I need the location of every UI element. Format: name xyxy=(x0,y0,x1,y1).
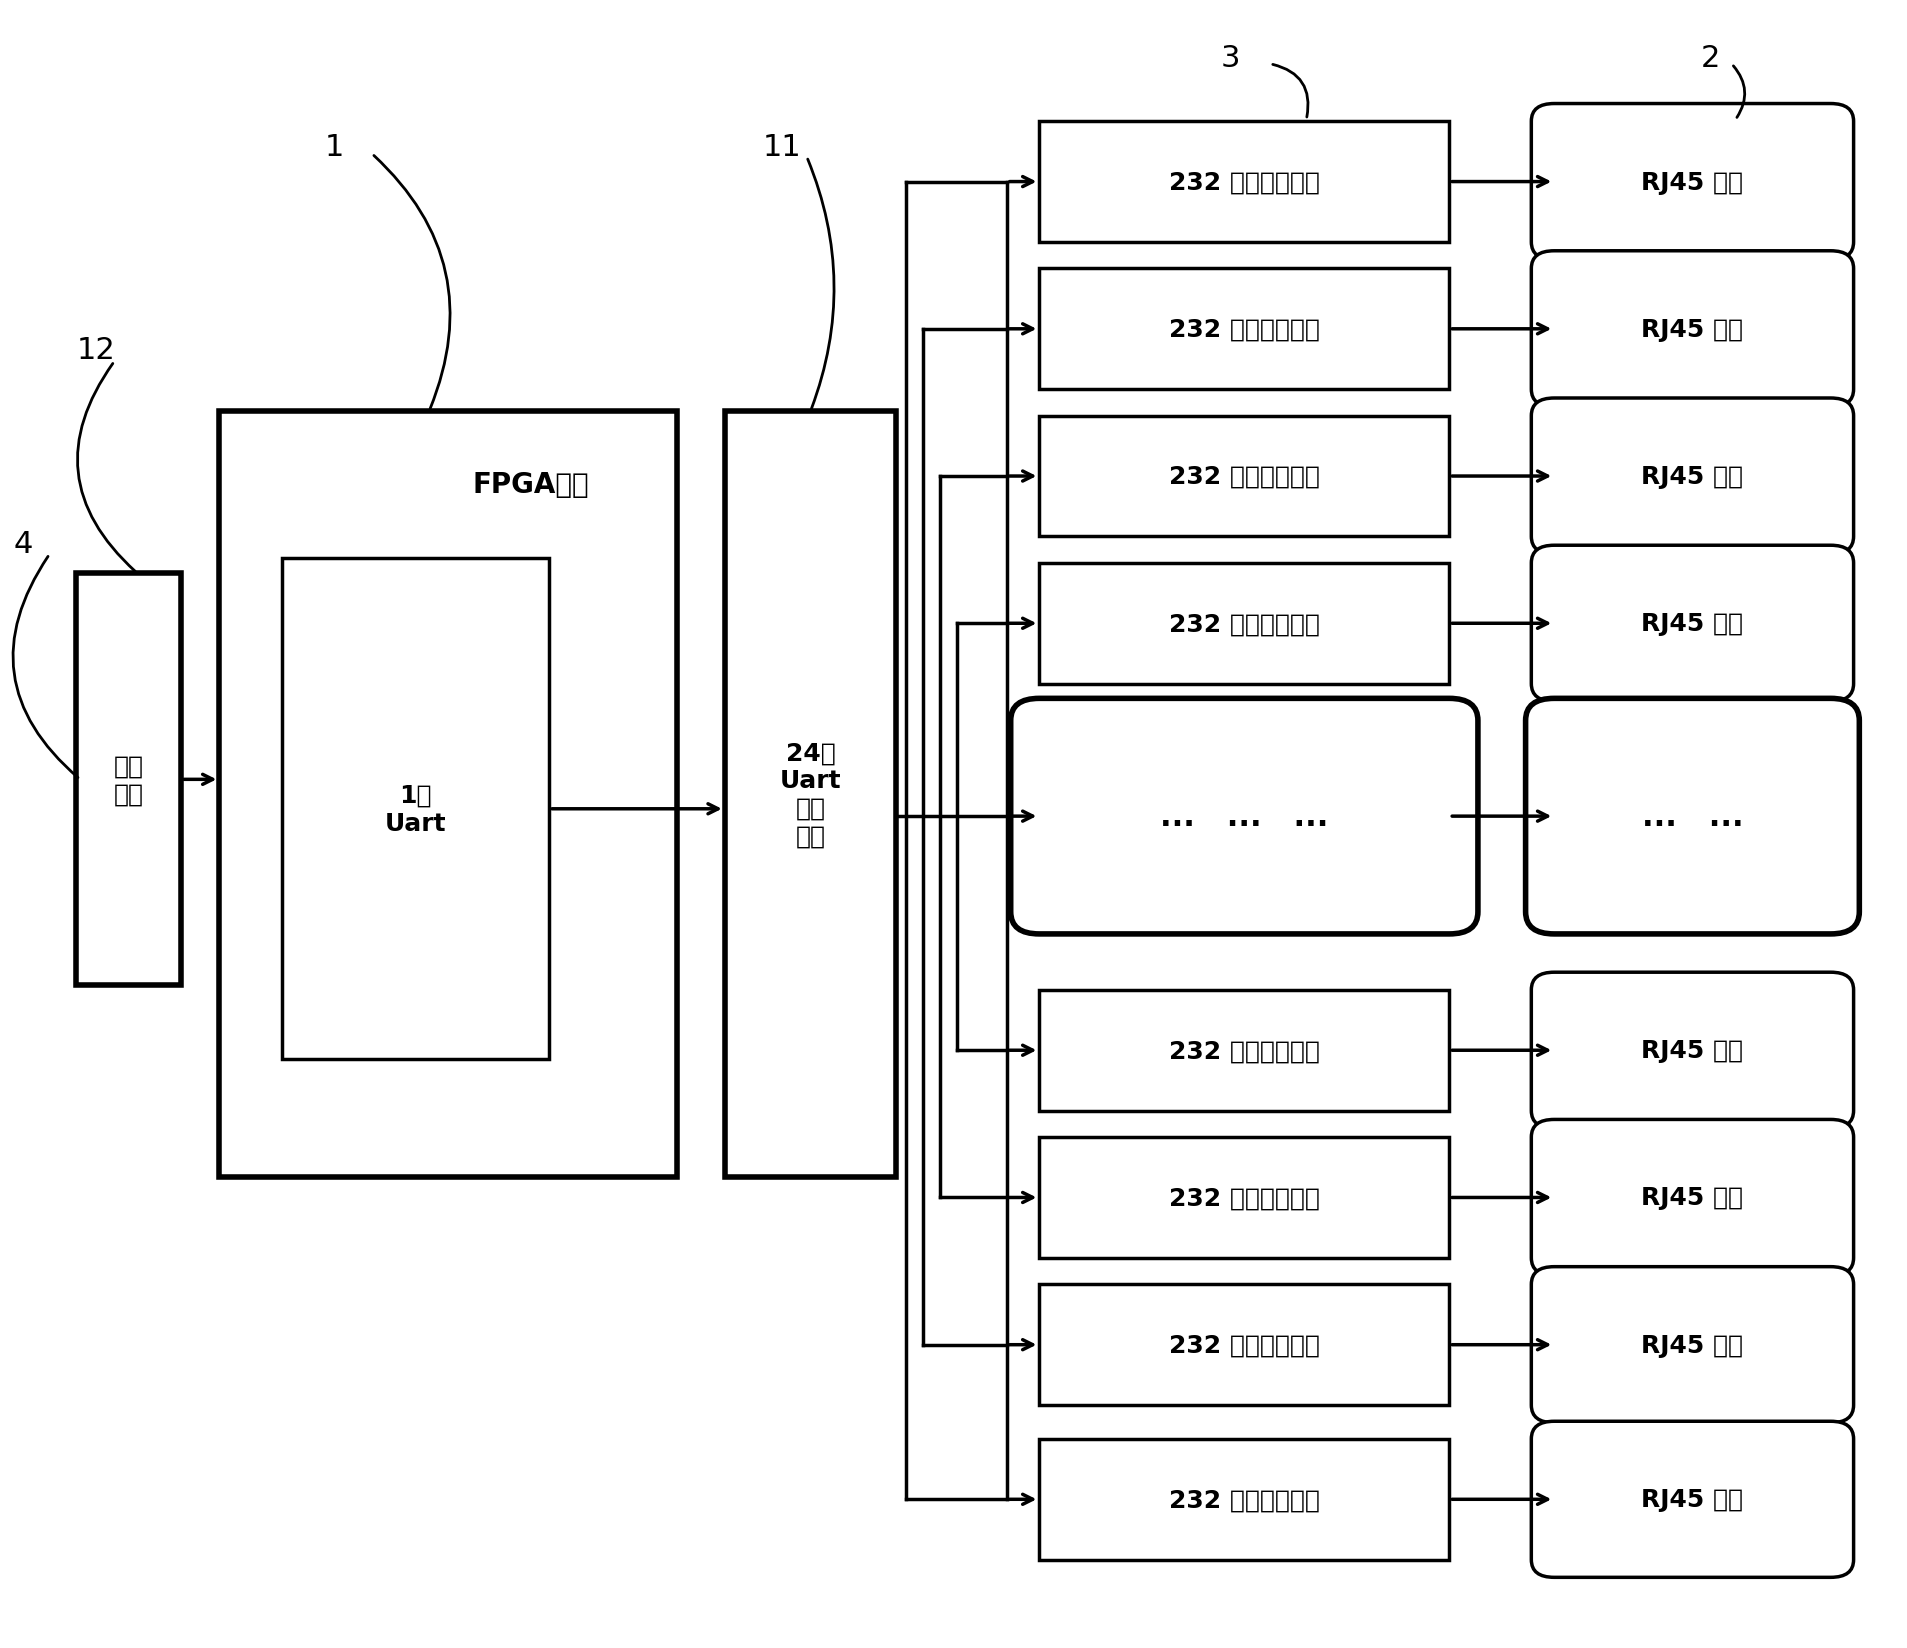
FancyBboxPatch shape xyxy=(1531,1119,1854,1276)
Text: 1: 1 xyxy=(324,132,343,162)
Bar xyxy=(282,559,549,1060)
Text: 232 电平转换电路: 232 电平转换电路 xyxy=(1169,611,1320,636)
Text: 232 电平转换电路: 232 电平转换电路 xyxy=(1169,1333,1320,1356)
Text: RJ45 模块: RJ45 模块 xyxy=(1642,1187,1743,1210)
Text: 3: 3 xyxy=(1220,44,1240,74)
Text: 1路
Uart: 1路 Uart xyxy=(385,783,446,836)
Text: RJ45 模块: RJ45 模块 xyxy=(1642,1333,1743,1356)
Text: RJ45 模块: RJ45 模块 xyxy=(1642,1038,1743,1063)
Text: FPGA芯片: FPGA芯片 xyxy=(473,471,589,499)
FancyBboxPatch shape xyxy=(1531,1267,1854,1422)
Text: 232 电平转换电路: 232 电平转换电路 xyxy=(1169,1488,1320,1511)
Text: 232 电平转换电路: 232 电平转换电路 xyxy=(1169,465,1320,489)
Text: RJ45 模块: RJ45 模块 xyxy=(1642,318,1743,341)
FancyBboxPatch shape xyxy=(1531,545,1854,702)
FancyBboxPatch shape xyxy=(1531,399,1854,555)
Text: RJ45 模块: RJ45 模块 xyxy=(1642,170,1743,194)
Text: 11: 11 xyxy=(763,132,801,162)
Text: ...   ...: ... ... xyxy=(1642,803,1743,831)
Text: 4: 4 xyxy=(13,531,32,559)
Bar xyxy=(1039,564,1449,684)
Bar xyxy=(1039,990,1449,1111)
Text: 12: 12 xyxy=(76,336,114,364)
Text: 2: 2 xyxy=(1701,44,1720,74)
Bar xyxy=(1039,1284,1449,1406)
Text: 232 电平转换电路: 232 电平转换电路 xyxy=(1169,1187,1320,1210)
FancyBboxPatch shape xyxy=(1531,252,1854,407)
Text: 232 电平转换电路: 232 电平转换电路 xyxy=(1169,318,1320,341)
Text: RJ45 模块: RJ45 模块 xyxy=(1642,465,1743,489)
Text: ...   ...   ...: ... ... ... xyxy=(1159,803,1329,831)
FancyBboxPatch shape xyxy=(1531,972,1854,1129)
Text: 232 电平转换电路: 232 电平转换电路 xyxy=(1169,170,1320,194)
Bar xyxy=(1039,417,1449,537)
Bar xyxy=(1039,122,1449,242)
FancyBboxPatch shape xyxy=(1011,699,1478,934)
Text: 232 电平转换电路: 232 电平转换电路 xyxy=(1169,1038,1320,1063)
Bar xyxy=(1039,1137,1449,1257)
FancyBboxPatch shape xyxy=(1531,1421,1854,1577)
Text: 24路
Uart
扩展
逻辑: 24路 Uart 扩展 逻辑 xyxy=(780,742,841,849)
Text: 监控
端口: 监控 端口 xyxy=(114,755,143,806)
Bar xyxy=(76,574,181,986)
Bar xyxy=(219,412,677,1177)
FancyBboxPatch shape xyxy=(1526,699,1859,934)
Bar xyxy=(1039,269,1449,391)
Bar xyxy=(725,412,896,1177)
Text: RJ45 模块: RJ45 模块 xyxy=(1642,611,1743,636)
FancyBboxPatch shape xyxy=(1531,104,1854,260)
Bar xyxy=(1039,1439,1449,1559)
Text: RJ45 模块: RJ45 模块 xyxy=(1642,1488,1743,1511)
